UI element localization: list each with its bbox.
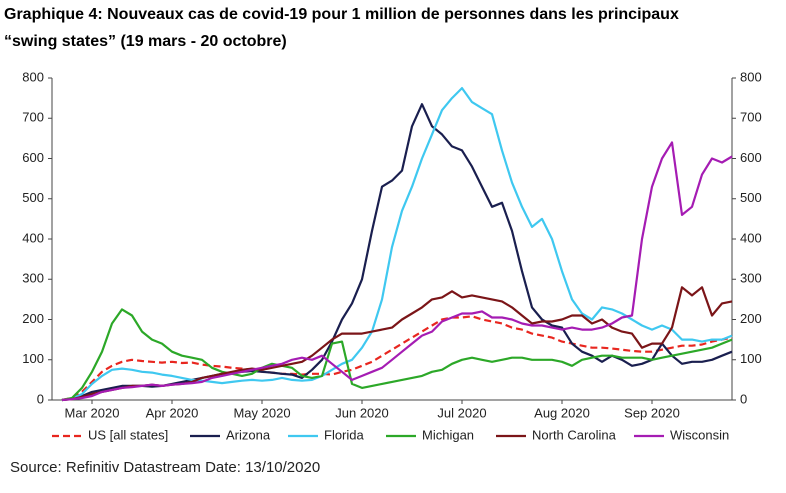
y-tick-label: 0 [37, 391, 44, 406]
legend-label: Wisconsin [670, 427, 729, 442]
y-tick-label: 200 [22, 311, 44, 326]
series-line [61, 87, 733, 402]
legend-label: North Carolina [532, 427, 617, 442]
x-tick-label: Apr 2020 [146, 405, 199, 420]
y2-tick-label: 700 [740, 110, 762, 125]
chart-title: “swing states” (19 mars - 20 octobre) [4, 33, 287, 50]
legend-label: Florida [324, 427, 365, 442]
y-tick-label: 600 [22, 150, 44, 165]
y-tick-label: 300 [22, 271, 44, 286]
series-line [61, 308, 733, 402]
x-tick-label: Sep 2020 [624, 405, 680, 420]
y-tick-label: 400 [22, 230, 44, 245]
chart-title: Graphique 4: Nouveaux cas de covid-19 po… [4, 6, 679, 23]
y-tick-label: 700 [22, 110, 44, 125]
y2-tick-label: 200 [740, 311, 762, 326]
x-tick-label: Mar 2020 [65, 405, 120, 420]
x-tick-label: Jun 2020 [335, 405, 389, 420]
y2-tick-label: 0 [740, 391, 747, 406]
x-tick-label: Jul 2020 [437, 405, 486, 420]
x-tick-label: Aug 2020 [534, 405, 590, 420]
legend-label: US [all states] [88, 427, 168, 442]
y-tick-label: 500 [22, 190, 44, 205]
y2-tick-label: 600 [740, 150, 762, 165]
source-note: Source: Refinitiv Datastream Date: 13/10… [10, 459, 320, 476]
legend-label: Arizona [226, 427, 271, 442]
series-line [61, 315, 733, 402]
y2-tick-label: 500 [740, 190, 762, 205]
legend-label: Michigan [422, 427, 474, 442]
y-tick-label: 100 [22, 351, 44, 366]
y2-tick-label: 400 [740, 230, 762, 245]
series-line [61, 141, 733, 402]
y-tick-label: 800 [22, 69, 44, 84]
y2-tick-label: 300 [740, 271, 762, 286]
x-tick-label: May 2020 [233, 405, 290, 420]
y2-tick-label: 100 [740, 351, 762, 366]
y2-tick-label: 800 [740, 69, 762, 84]
